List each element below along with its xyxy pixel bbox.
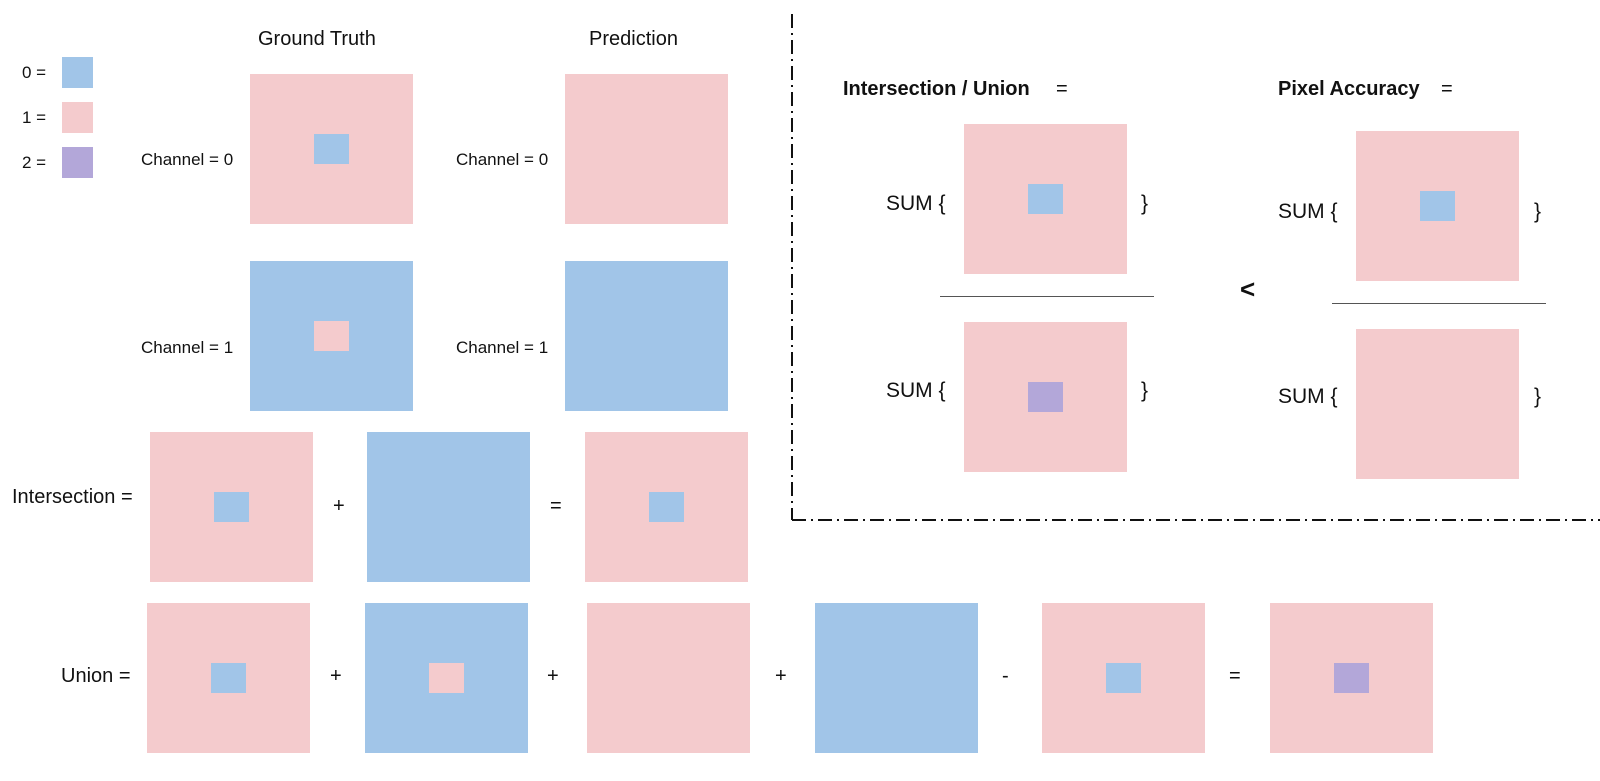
union-minus: - xyxy=(1002,665,1009,687)
pa-denominator-mask xyxy=(1356,329,1519,479)
intersection-label: Intersection = xyxy=(12,486,133,508)
ground-truth-header: Ground Truth xyxy=(258,28,376,50)
legend-swatch-1 xyxy=(62,102,93,133)
mask-center-cell xyxy=(314,321,349,351)
less-than-sign: < xyxy=(1240,274,1256,304)
union-plus-1: + xyxy=(330,665,342,687)
mask-center-cell xyxy=(429,663,464,693)
mask-center-cell xyxy=(1028,382,1063,412)
intersection-plus: + xyxy=(333,495,345,517)
pa-numerator-sum-open: SUM { xyxy=(1278,200,1338,223)
mask-center-cell xyxy=(211,663,246,693)
union-equals: = xyxy=(1229,665,1241,687)
iou-title: Intersection / Union xyxy=(843,78,1030,100)
mask-center-cell xyxy=(1028,184,1063,214)
pred-channel-1-label: Channel = 1 xyxy=(456,338,549,357)
iou-equals: = xyxy=(1056,78,1068,100)
legend-swatch-0 xyxy=(62,57,93,88)
union-result xyxy=(1270,603,1433,753)
iou-numerator-mask xyxy=(964,124,1127,274)
iou-fraction-bar xyxy=(940,296,1154,297)
pa-denominator-sum-close: } xyxy=(1534,385,1542,408)
iou-denominator-sum-open: SUM { xyxy=(886,379,946,402)
ground-truth-channel-1-mask xyxy=(250,261,413,411)
union-term-4 xyxy=(815,603,978,753)
legend-label-1: 1 = xyxy=(22,108,47,127)
mask-center-cell xyxy=(1420,191,1455,221)
prediction-header: Prediction xyxy=(589,28,678,50)
intersection-term-1 xyxy=(150,432,313,582)
prediction-channel-1-mask xyxy=(565,261,728,411)
ground-truth-channel-0-mask xyxy=(250,74,413,224)
legend-label-2: 2 = xyxy=(22,153,47,172)
pa-fraction-bar xyxy=(1332,303,1546,304)
union-term-3 xyxy=(587,603,750,753)
prediction-channel-0-mask xyxy=(565,74,728,224)
intersection-equals: = xyxy=(550,495,562,517)
iou-numerator-sum-open: SUM { xyxy=(886,192,946,215)
mask-center-cell xyxy=(1106,663,1141,693)
union-term-1 xyxy=(147,603,310,753)
pa-numerator-mask xyxy=(1356,131,1519,281)
iou-denominator-mask xyxy=(964,322,1127,472)
pixel-accuracy-equals: = xyxy=(1441,78,1453,100)
gt-channel-0-label: Channel = 0 xyxy=(141,150,234,169)
pixel-accuracy-title: Pixel Accuracy xyxy=(1278,78,1420,100)
mask-center-cell xyxy=(314,134,349,164)
mask-center-cell xyxy=(1334,663,1369,693)
legend-swatch-2 xyxy=(62,147,93,178)
union-plus-2: + xyxy=(547,665,559,687)
iou-numerator-sum-close: } xyxy=(1141,192,1149,215)
iou-denominator-sum-close: } xyxy=(1141,379,1149,402)
intersection-result xyxy=(585,432,748,582)
legend-label-0: 0 = xyxy=(22,63,47,82)
union-term-5 xyxy=(1042,603,1205,753)
gt-channel-1-label: Channel = 1 xyxy=(141,338,234,357)
mask-center-cell xyxy=(214,492,249,522)
pa-denominator-sum-open: SUM { xyxy=(1278,385,1338,408)
intersection-term-2 xyxy=(367,432,530,582)
union-plus-3: + xyxy=(775,665,787,687)
mask-center-cell xyxy=(649,492,684,522)
pred-channel-0-label: Channel = 0 xyxy=(456,150,549,169)
union-term-2 xyxy=(365,603,528,753)
pa-numerator-sum-close: } xyxy=(1534,200,1542,223)
union-label: Union = xyxy=(61,665,131,687)
